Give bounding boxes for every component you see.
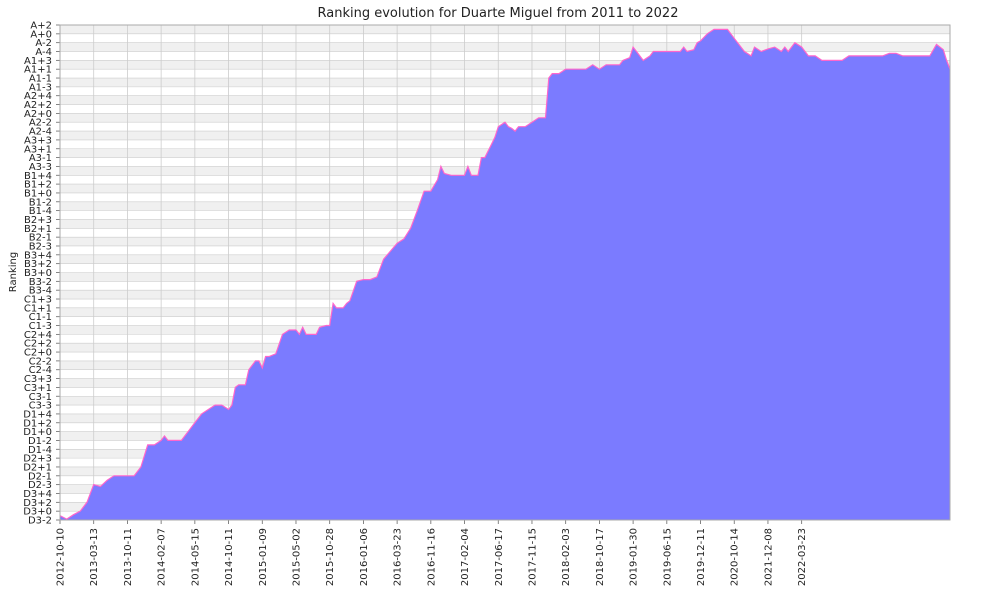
y-tick-label: A-2 <box>35 38 52 49</box>
y-tick-label: A1-3 <box>29 82 52 93</box>
y-tick-label: B3+0 <box>24 268 52 279</box>
y-tick-label: A-4 <box>35 47 52 58</box>
y-band <box>60 95 950 105</box>
x-tick-label: 2019-12-11 <box>696 528 707 586</box>
x-tick-label: 2013-03-13 <box>89 528 100 586</box>
x-tick-label: 2015-01-09 <box>258 528 269 586</box>
x-tick-label: 2021-12-08 <box>763 528 774 586</box>
y-tick-label: A3-1 <box>29 153 52 164</box>
x-tick-label: 2017-02-04 <box>460 528 471 586</box>
y-tick-label: B3+2 <box>24 259 52 270</box>
y-tick-label: B2+1 <box>24 224 52 235</box>
x-tick-label: 2020-10-14 <box>730 528 741 586</box>
y-tick-label: D1-2 <box>28 436 52 447</box>
x-tick-label: 2017-06-17 <box>494 528 505 586</box>
x-tick-label: 2015-10-28 <box>325 528 336 586</box>
y-tick-label: A2-2 <box>29 118 52 129</box>
y-tick-label: C1+1 <box>24 303 52 314</box>
x-tick-label: 2012-10-10 <box>56 528 67 586</box>
y-tick-label: D2+1 <box>23 462 52 473</box>
y-tick-label: D1+2 <box>23 418 52 429</box>
y-tick-label: D3+2 <box>23 498 52 509</box>
y-tick-label: B2-1 <box>29 233 52 244</box>
x-tick-label: 2016-11-16 <box>426 528 437 586</box>
y-axis-label: Ranking <box>8 252 19 292</box>
y-tick-label: D3-2 <box>28 516 52 527</box>
y-tick-label: B1-2 <box>29 197 52 208</box>
x-tick-label: 2016-03-23 <box>393 528 404 586</box>
x-tick-labels: 2012-10-10 2013-03-13 2013-10-11 2014-02-07… <box>56 520 808 586</box>
y-tick-label: B1-4 <box>29 206 52 217</box>
y-tick-label: A2+2 <box>24 100 52 111</box>
y-tick-label: B1+4 <box>24 171 52 182</box>
y-tick-label: A2+4 <box>24 91 52 102</box>
y-tick-label: B1+2 <box>24 180 52 191</box>
y-tick-label: C2+2 <box>24 339 52 350</box>
y-tick-label: C3-1 <box>29 392 52 403</box>
y-tick-label: C2-2 <box>29 356 52 367</box>
y-tick-label: D1-4 <box>28 445 52 456</box>
x-tick-label: 2018-02-03 <box>561 528 572 586</box>
x-tick-label: 2014-05-15 <box>190 528 201 586</box>
y-tick-label: A+2 <box>30 21 52 32</box>
y-tick-label: D1+0 <box>23 427 52 438</box>
y-tick-label: B1+0 <box>24 188 52 199</box>
x-tick-label: 2015-05-02 <box>291 528 302 586</box>
y-tick-label: D3+4 <box>23 489 52 500</box>
y-tick-label: D3+0 <box>23 507 52 518</box>
x-tick-label: 2016-01-06 <box>359 528 370 586</box>
y-tick-label: A3-3 <box>29 162 52 173</box>
plot-frame <box>59 24 951 521</box>
y-tick-label: C1-3 <box>29 321 52 332</box>
x-tick-label: 2019-06-15 <box>662 528 673 586</box>
x-tick-label: 2019-01-30 <box>629 528 640 586</box>
y-tick-label: C1+3 <box>24 295 52 306</box>
y-tick-label: D2-3 <box>28 480 52 491</box>
y-tick-label: C2+0 <box>24 348 52 359</box>
x-tick-label: 2013-10-11 <box>123 528 134 586</box>
ranking-area <box>60 29 950 521</box>
y-band <box>60 42 950 52</box>
y-tick-label: B2-3 <box>29 241 52 252</box>
y-tick-label: D2+3 <box>23 454 52 465</box>
y-band <box>60 113 950 123</box>
y-tick-label: A1+1 <box>24 65 52 76</box>
y-tick-label: A2-4 <box>29 127 52 138</box>
y-tick-label: A2+0 <box>24 109 52 120</box>
y-tick-label: C3-3 <box>29 401 52 412</box>
y-tick-labels: D3-2D3+0D3+2D3+4D2-3D2-1D2+1D2+3D1-4D1-2… <box>23 21 60 527</box>
chart-title: Ranking evolution for Duarte Miguel from… <box>318 6 679 21</box>
y-tick-label: D2-1 <box>28 471 52 482</box>
y-tick-label: C2+4 <box>24 330 52 341</box>
y-tick-label: A3+1 <box>24 144 52 155</box>
y-tick-label: A1+3 <box>24 56 52 67</box>
y-tick-label: A+0 <box>30 29 52 40</box>
x-tick-label: 2014-10-11 <box>224 528 235 586</box>
y-tick-label: A1-1 <box>29 74 52 85</box>
y-band <box>60 78 950 87</box>
y-band <box>60 60 950 70</box>
y-tick-label: C1-1 <box>29 312 52 323</box>
y-tick-label: C3+3 <box>24 374 52 385</box>
area-series <box>59 28 951 521</box>
y-tick-label: B3+4 <box>24 250 52 261</box>
y-tick-label: B2+3 <box>24 215 52 226</box>
x-tick-label: 2017-11-15 <box>527 528 538 586</box>
x-tick-label: 2018-10-17 <box>595 528 606 586</box>
y-tick-label: B3-2 <box>29 277 52 288</box>
x-tick-label: 2014-02-07 <box>157 528 168 586</box>
x-tick-label: 2022-03-23 <box>797 528 808 586</box>
y-tick-label: C2-4 <box>29 365 52 376</box>
ranking-line <box>59 28 951 520</box>
y-band <box>60 25 950 34</box>
y-tick-label: D1+4 <box>23 409 52 420</box>
y-tick-label: B3-4 <box>29 286 52 297</box>
y-tick-label: C3+1 <box>24 383 52 394</box>
y-tick-label: A3+3 <box>24 135 52 146</box>
